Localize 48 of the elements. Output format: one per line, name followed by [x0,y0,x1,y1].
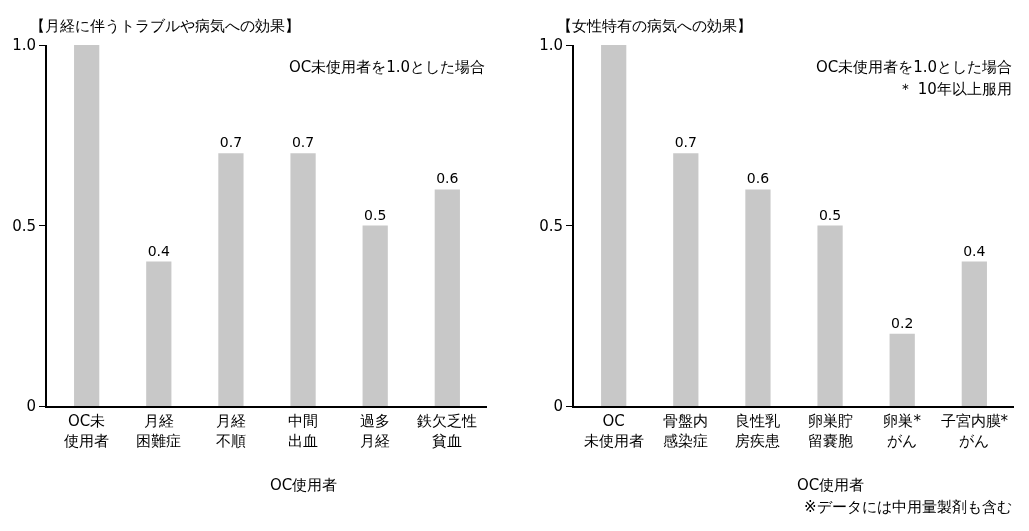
x-tick-label: 卵巣*がん [883,412,922,450]
bar [601,45,627,406]
data-label: 0.7 [674,134,697,151]
x-tick-label: 骨盤内感染症 [663,412,709,450]
bar [745,189,771,406]
bar [362,225,388,406]
y-tick-label: 0.5 [539,216,564,235]
text: OC使用者 [797,476,865,494]
y-tick-label: 0 [26,397,36,416]
x-tick-label: 良性乳房疾患 [735,412,781,450]
bar [146,261,172,406]
x-tick-label: OC未使用者 [64,412,110,450]
data-label: 0.4 [963,242,986,259]
annotation: OC未使用者を1.0とした場合 [816,58,1013,76]
text: OC使用者 [270,476,338,494]
bar [218,153,244,406]
data-label: 0.7 [291,134,315,151]
chart-title: 【月経に伴うトラブルや病気への効果】 [30,17,300,35]
x-tick-label: OC未使用者 [583,412,644,450]
y-tick-label: 0 [553,397,564,416]
bar [290,153,316,406]
x-tick-label: 子宮内膜*がん [940,412,1009,450]
x-tick-label: 過多月経 [360,412,391,450]
y-tick-label: 0.5 [12,216,36,235]
x-tick-label: 鉄欠乏性貧血 [417,412,478,450]
y-tick-label: 1.0 [539,36,564,55]
data-label: 0.2 [891,314,914,331]
bar [673,153,699,406]
text: ※データには中用量製剤も含む [804,498,1012,516]
data-label: 0.5 [364,206,387,223]
chart-title: 【女性特有の病気への効果】 [557,17,752,35]
annotation: ＊ 10年以上服用 [898,80,1012,98]
x-tick-label: 月経困難症 [136,412,182,450]
x-tick-label: 月経不順 [215,412,246,450]
annotation: OC未使用者を1.0とした場合 [289,58,486,76]
bar [74,45,100,406]
data-label: 0.5 [818,206,842,223]
data-label: 0.4 [147,242,170,259]
bar [817,225,843,406]
x-tick-label: 卵巣貯留嚢胞 [807,412,853,450]
bar [961,261,987,406]
y-tick-label: 1.0 [12,36,36,55]
data-label: 0.6 [746,170,770,187]
bar [434,189,460,406]
data-label: 0.6 [436,170,459,187]
x-tick-label: 中間出血 [288,412,319,450]
data-label: 0.7 [219,134,243,151]
bar [889,333,915,406]
